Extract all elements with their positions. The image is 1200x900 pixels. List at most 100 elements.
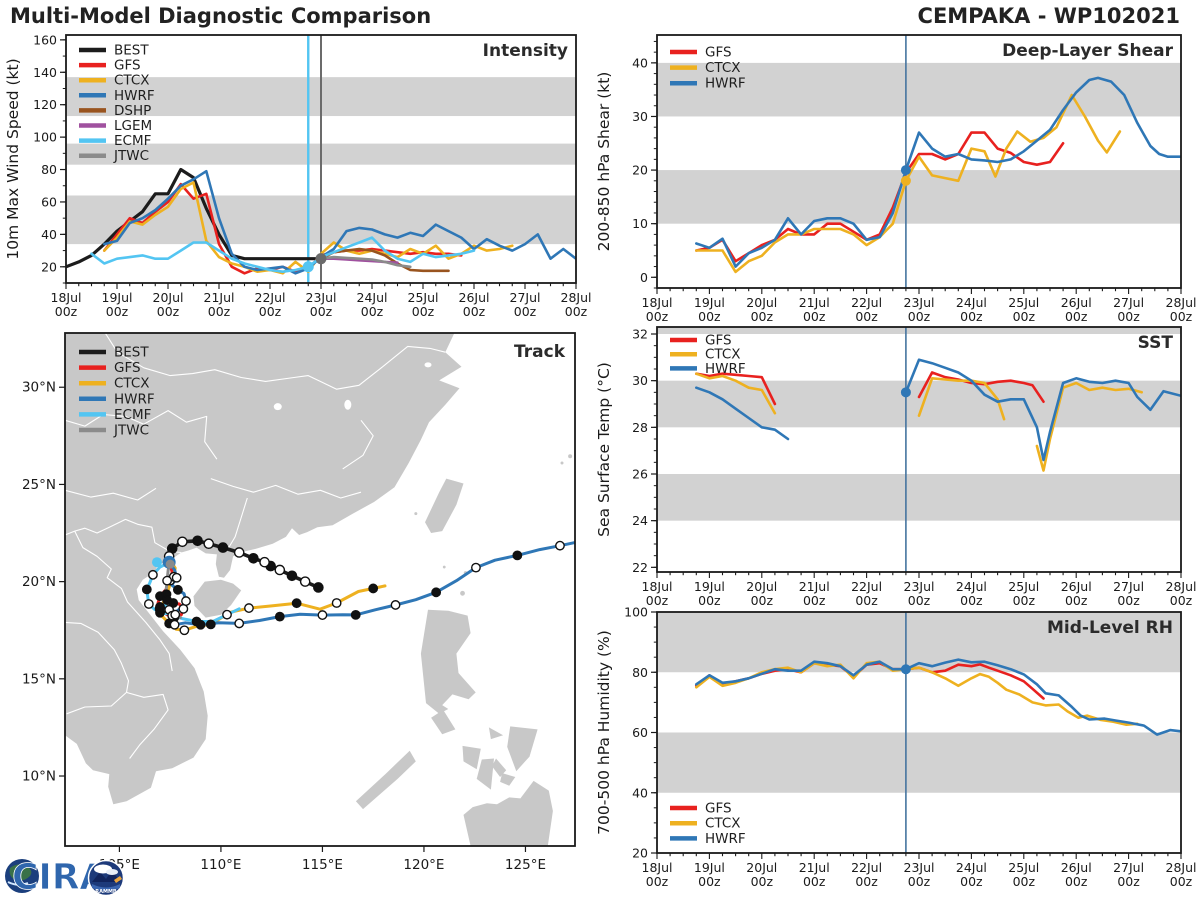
svg-text:Mid-Level RH: Mid-Level RH: [1047, 618, 1173, 638]
svg-text:00z: 00z: [908, 309, 931, 324]
track-axes: 105°E 110°E 115°E 120°E 125°E10°N15°N20°N25°…: [22, 380, 546, 873]
svg-text:115°E: 115°E: [302, 857, 343, 873]
svg-text:27Jul: 27Jul: [1113, 579, 1144, 594]
svg-text:00z: 00z: [646, 874, 669, 889]
svg-text:27Jul: 27Jul: [510, 290, 541, 305]
basemap: [65, 333, 573, 846]
figure-title: Multi-Model Diagnostic Comparison: [10, 4, 432, 28]
svg-text:GFS: GFS: [114, 58, 141, 74]
svg-text:00z: 00z: [751, 309, 774, 324]
svg-text:00z: 00z: [1065, 874, 1088, 889]
svg-text:SST: SST: [1138, 333, 1174, 353]
svg-text:00z: 00z: [698, 874, 721, 889]
svg-text:00z: 00z: [960, 874, 983, 889]
svg-text:00z: 00z: [361, 304, 384, 319]
svg-text:00z: 00z: [698, 593, 721, 608]
shear-axes: 18Jul00z19Jul00z20Jul00z21Jul00z22Jul00z…: [632, 40, 1197, 324]
svg-text:00z: 00z: [1065, 309, 1088, 324]
svg-text:CTCX: CTCX: [114, 73, 150, 89]
svg-text:22Jul: 22Jul: [851, 860, 882, 875]
svg-text:00z: 00z: [157, 304, 180, 319]
svg-text:700-500 hPa Humidity (%): 700-500 hPa Humidity (%): [595, 630, 613, 835]
init-dot: [302, 261, 314, 273]
svg-text:25Jul: 25Jul: [1008, 295, 1039, 310]
svg-text:00z: 00z: [908, 593, 931, 608]
svg-text:24: 24: [632, 513, 648, 528]
panel-rh: 18Jul00z19Jul00z20Jul00z21Jul00z22Jul00z…: [595, 605, 1197, 890]
svg-text:00z: 00z: [751, 593, 774, 608]
svg-text:GFS: GFS: [705, 45, 732, 61]
svg-text:25Jul: 25Jul: [408, 290, 439, 305]
svg-text:28: 28: [632, 420, 648, 435]
svg-text:22Jul: 22Jul: [851, 295, 882, 310]
svg-text:20Jul: 20Jul: [153, 290, 184, 305]
svg-text:40: 40: [632, 55, 648, 70]
shear-series-HWRF: [695, 76, 1181, 268]
svg-text:Deep-Layer Shear: Deep-Layer Shear: [1002, 41, 1173, 61]
track-markers-ECMF: [141, 569, 232, 627]
svg-text:Sea Surface Temp (°C): Sea Surface Temp (°C): [595, 362, 613, 537]
sst-axes: 18Jul00z19Jul00z20Jul00z21Jul00z22Jul00z…: [632, 327, 1196, 609]
svg-text:26Jul: 26Jul: [459, 290, 490, 305]
category-band: [657, 327, 1181, 334]
init-dot: [900, 175, 911, 186]
svg-text:22Jul: 22Jul: [851, 579, 882, 594]
svg-text:CTCX: CTCX: [114, 376, 150, 392]
svg-text:10m Max Wind Speed (kt): 10m Max Wind Speed (kt): [4, 58, 22, 259]
svg-text:00z: 00z: [803, 874, 826, 889]
svg-text:24Jul: 24Jul: [956, 860, 987, 875]
svg-text:00z: 00z: [1013, 309, 1036, 324]
svg-text:00z: 00z: [1117, 593, 1140, 608]
svg-text:26: 26: [632, 467, 648, 482]
svg-text:120°E: 120°E: [403, 857, 444, 873]
svg-text:JTWC: JTWC: [113, 148, 149, 164]
svg-text:21Jul: 21Jul: [799, 860, 830, 875]
svg-text:Intensity: Intensity: [483, 41, 568, 61]
svg-text:21Jul: 21Jul: [799, 579, 830, 594]
svg-text:00z: 00z: [1117, 874, 1140, 889]
svg-text:HWRF: HWRF: [705, 76, 746, 92]
init-dot: [900, 664, 911, 675]
svg-text:28Jul: 28Jul: [561, 290, 592, 305]
svg-text:00z: 00z: [1117, 309, 1140, 324]
category-band: [657, 732, 1181, 793]
svg-text:19Jul: 19Jul: [694, 579, 725, 594]
svg-text:0: 0: [640, 270, 648, 285]
storm-position-dot: [151, 557, 162, 568]
svg-text:00z: 00z: [803, 593, 826, 608]
svg-text:40: 40: [41, 227, 57, 242]
svg-text:00z: 00z: [855, 874, 878, 889]
svg-text:30: 30: [632, 109, 648, 124]
panel-shear: 18Jul00z19Jul00z20Jul00z21Jul00z22Jul00z…: [595, 34, 1197, 324]
svg-text:10: 10: [632, 216, 648, 231]
svg-text:ECMF: ECMF: [114, 407, 151, 423]
svg-text:27Jul: 27Jul: [1113, 860, 1144, 875]
svg-text:18Jul: 18Jul: [51, 290, 82, 305]
svg-text:00z: 00z: [960, 593, 983, 608]
panel-sst: 18Jul00z19Jul00z20Jul00z21Jul00z22Jul00z…: [595, 326, 1197, 609]
svg-text:CTCX: CTCX: [705, 347, 741, 363]
svg-text:80: 80: [41, 162, 57, 177]
svg-text:00z: 00z: [855, 309, 878, 324]
svg-text:00z: 00z: [698, 309, 721, 324]
svg-text:10°N: 10°N: [22, 769, 56, 785]
svg-text:00z: 00z: [646, 593, 669, 608]
intensity-series-BEST: [66, 167, 323, 269]
svg-text:30: 30: [632, 373, 648, 388]
storm-title: CEMPAKA - WP102021: [917, 4, 1180, 28]
svg-text:40: 40: [632, 785, 648, 800]
svg-text:25Jul: 25Jul: [1008, 579, 1039, 594]
svg-text:140: 140: [33, 65, 57, 80]
svg-text:BEST: BEST: [114, 345, 149, 361]
svg-text:00z: 00z: [1065, 593, 1088, 608]
svg-text:00z: 00z: [960, 309, 983, 324]
svg-text:30°N: 30°N: [22, 380, 56, 396]
svg-text:25°N: 25°N: [22, 477, 56, 493]
svg-text:RAMMB: RAMMB: [95, 889, 117, 895]
svg-text:18Jul: 18Jul: [642, 579, 673, 594]
